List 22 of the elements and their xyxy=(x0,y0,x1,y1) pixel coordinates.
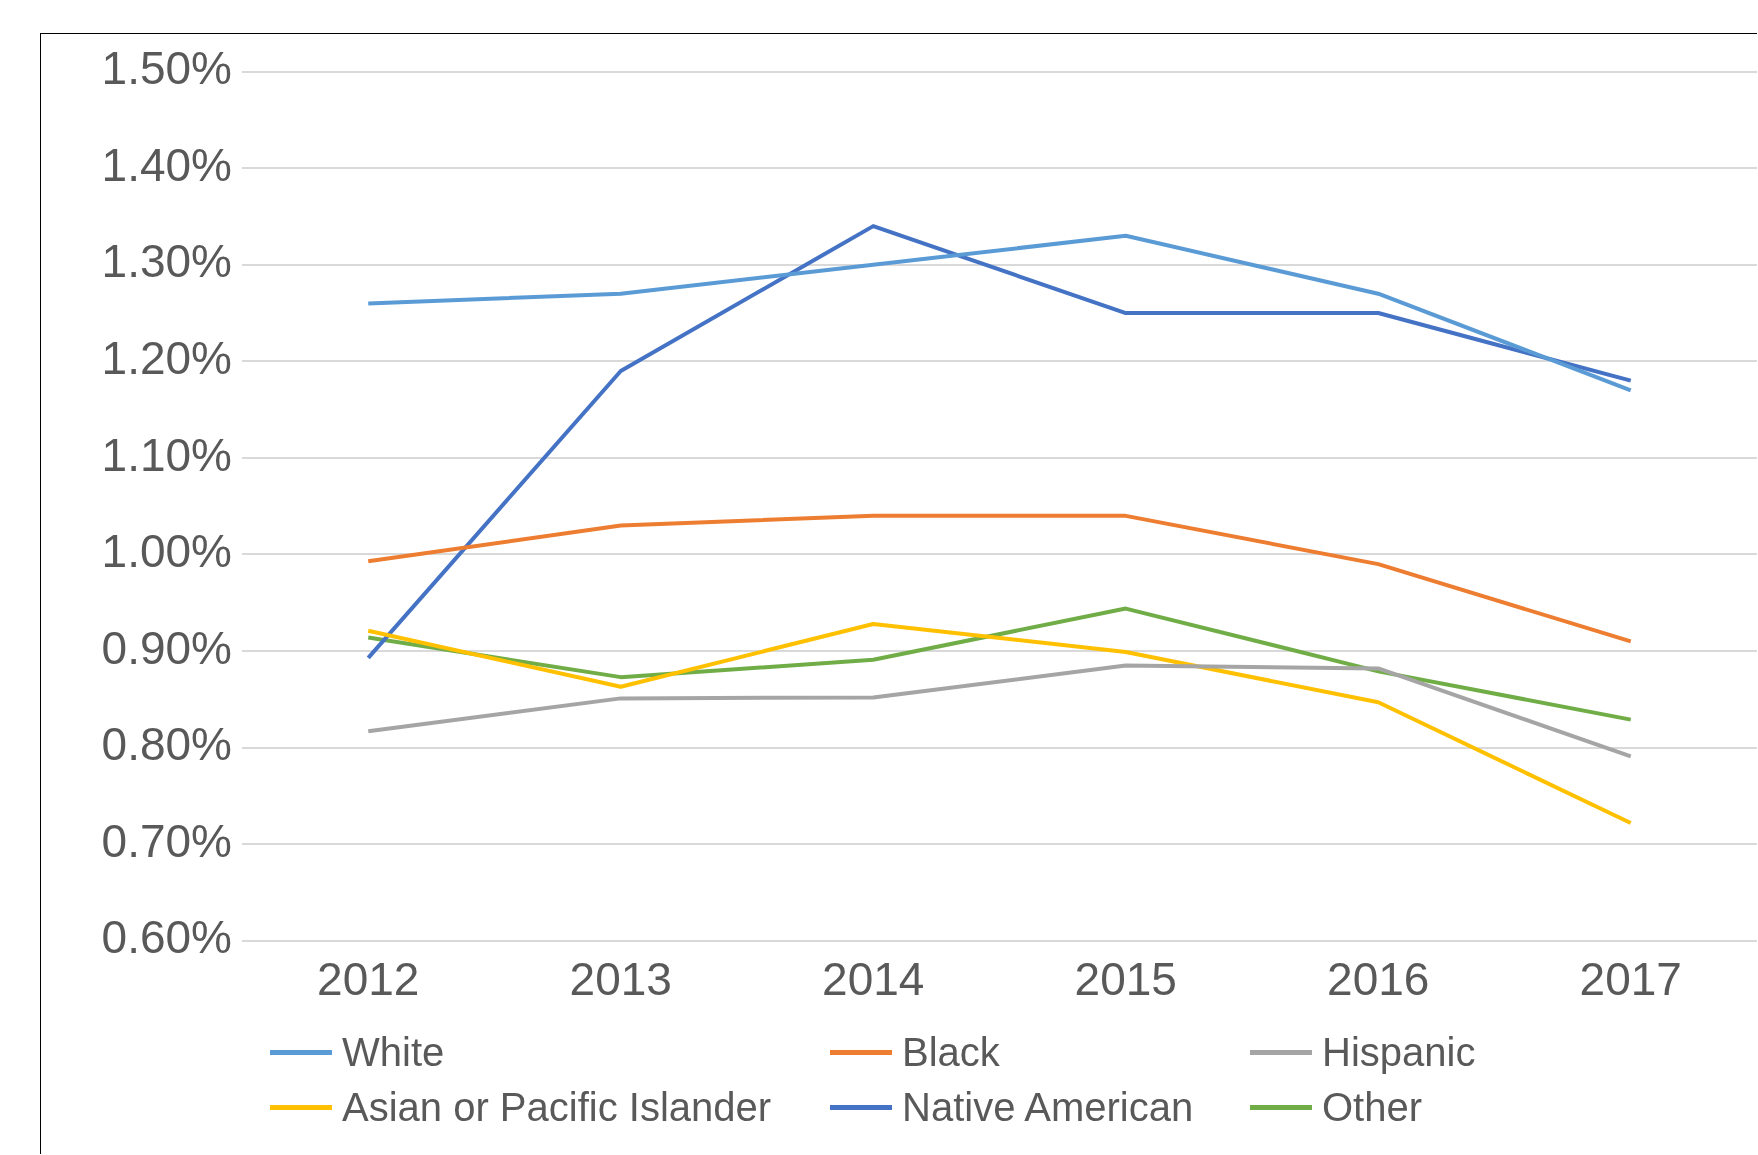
y-tick-label: 1.20% xyxy=(101,332,232,385)
y-tick-label: 1.10% xyxy=(101,428,232,481)
y-tick-label: 1.40% xyxy=(101,138,232,191)
legend-label: Black xyxy=(902,1030,1000,1075)
y-tick-label: 1.00% xyxy=(101,525,232,578)
x-tick-label: 2015 xyxy=(1074,953,1177,1006)
legend-label: Native American xyxy=(902,1085,1194,1130)
y-tick-label: 1.50% xyxy=(101,42,232,95)
y-tick-label: 0.90% xyxy=(101,621,232,674)
x-tick-label: 2013 xyxy=(569,953,672,1006)
legend-label: Hispanic xyxy=(1322,1030,1476,1075)
y-tick-label: 0.70% xyxy=(101,814,232,867)
y-tick-label: 1.30% xyxy=(101,235,232,288)
legend-label: White xyxy=(342,1030,445,1075)
legend-label: Asian or Pacific Islander xyxy=(342,1085,772,1130)
x-tick-label: 2016 xyxy=(1327,953,1430,1006)
legend-label: Other xyxy=(1322,1085,1423,1130)
x-tick-label: 2012 xyxy=(317,953,420,1006)
y-tick-label: 0.60% xyxy=(101,911,232,964)
x-tick-label: 2014 xyxy=(822,953,925,1006)
x-tick-label: 2017 xyxy=(1579,953,1682,1006)
y-tick-label: 0.80% xyxy=(101,718,232,771)
